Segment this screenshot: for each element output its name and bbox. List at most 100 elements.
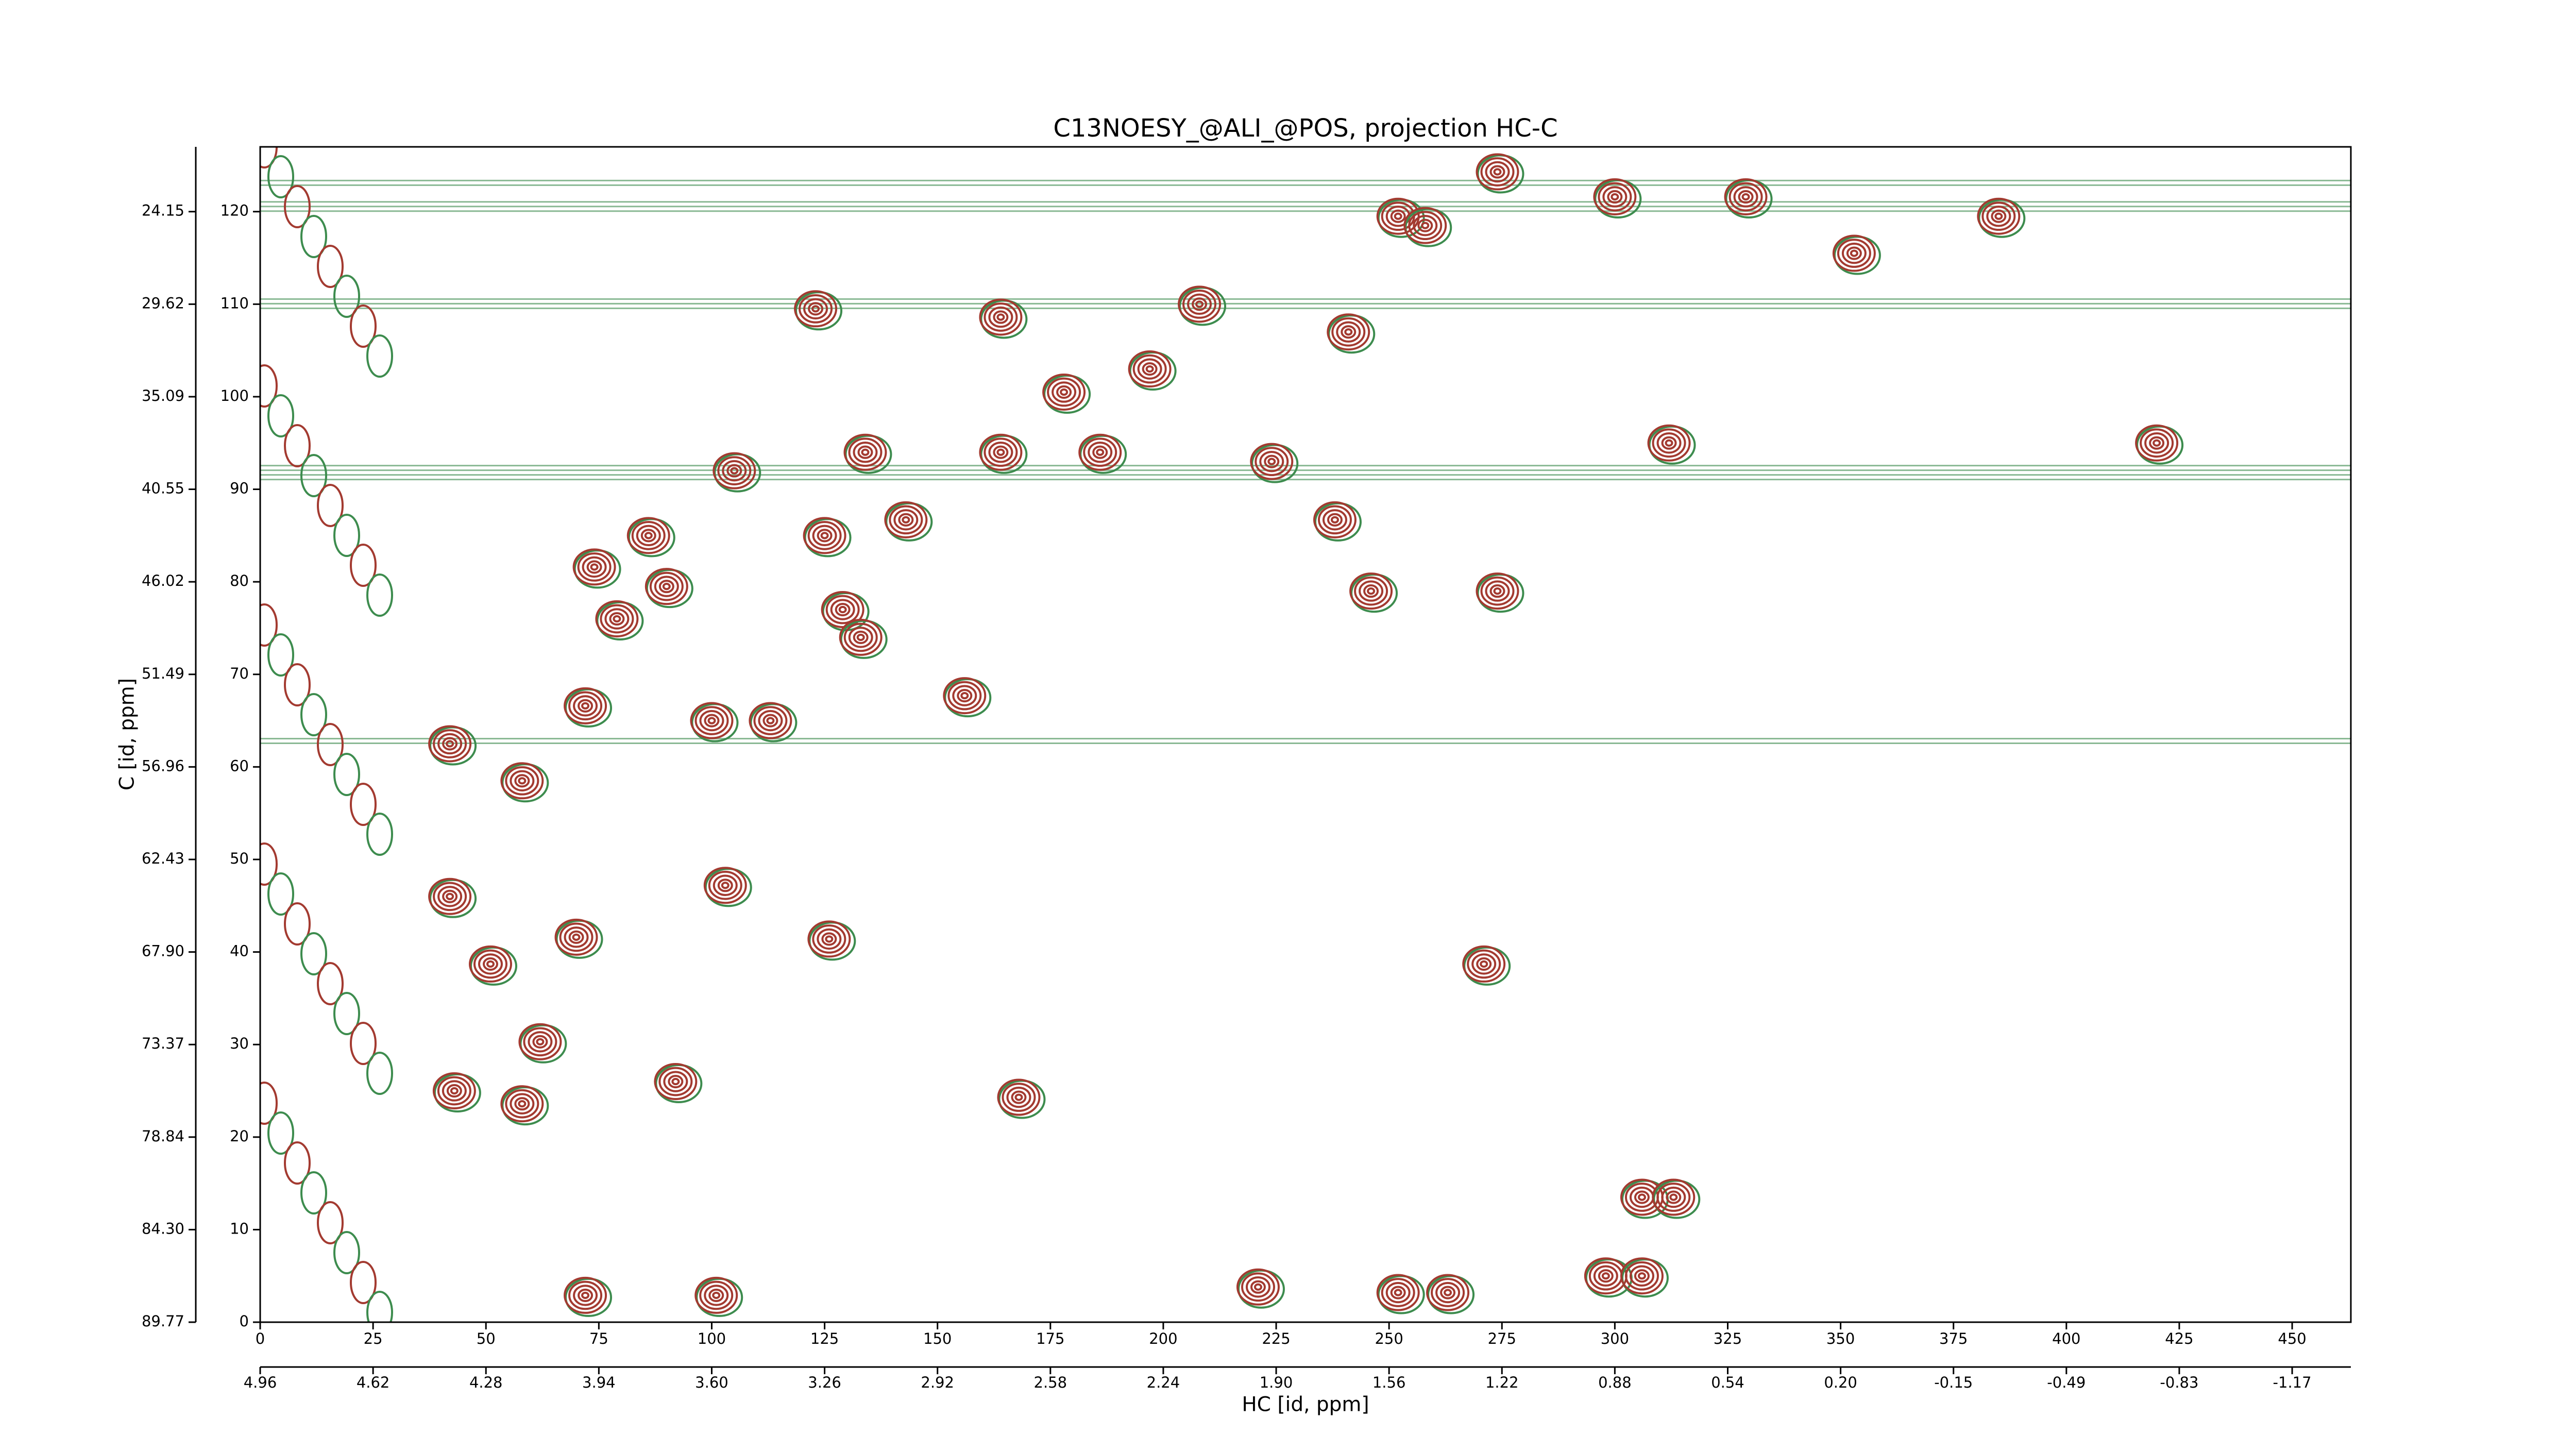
peak-contour [1344,328,1353,336]
peak-contour [573,695,598,717]
peak-contour [1078,433,1122,471]
peak-contour [1381,1278,1415,1307]
peak-contour [662,583,671,590]
peak-contour [482,957,498,971]
edge-noise [300,932,327,975]
peak-contour [1656,1183,1691,1212]
edge-noise [300,1171,327,1214]
x-tick-label: 125 [810,1330,839,1347]
peak-contour [568,691,603,721]
peak-contour [1607,190,1623,204]
peak-contour [505,1089,539,1119]
peak-contour [1327,513,1343,527]
edge-noise [267,394,294,437]
peak-contour [446,740,454,748]
peak-contour [984,302,1018,332]
edge-noise [260,1082,278,1125]
peak-contour [1413,214,1438,237]
peak-contour [1991,209,2007,223]
peak-contour [988,306,1013,328]
peak-contour [1313,501,1357,538]
chart-title: C13NOESY_@ALI_@POS, projection HC-C [1053,114,1557,143]
peak-contour [1656,432,1682,454]
peak-contour [1485,580,1510,602]
peak-contour [1665,439,1673,447]
peak-contour [1394,1289,1402,1296]
peak [1078,433,1127,474]
peak-contour [1002,1083,1036,1112]
edge-noise [284,1141,311,1185]
peak-contour [1620,1257,1664,1295]
peak-contour [821,932,837,946]
y-tick-label: 0 [240,1312,249,1330]
peak-contour [663,1071,688,1092]
peak-contour [636,525,661,547]
peak-contour [442,1080,467,1102]
peak-contour [428,878,472,915]
peak-contour [952,685,977,706]
peak-contour [1476,153,1519,191]
peak-contour [510,770,535,792]
x2-tick-label: -0.15 [1934,1374,1973,1391]
peak-contour [1245,1276,1270,1298]
edge-noise [284,185,311,228]
x2-tick-label: -0.49 [2047,1374,2086,1391]
y2-tick-label: 73.37 [142,1035,184,1052]
y2-tick-label: 89.77 [142,1312,184,1330]
peak-contour [432,1072,476,1109]
peak-contour [853,630,869,644]
peak-contour [1042,373,1086,411]
peak-contour [586,560,602,574]
peak-contour [518,1023,562,1060]
peak [979,433,1028,474]
peak-contour [658,1067,693,1096]
peak-contour [848,437,883,467]
y-axis-label: C [id, ppm] [116,678,139,790]
peak [1584,1257,1633,1298]
peak-contour [1837,239,1871,268]
peak-contour [1637,1193,1646,1201]
peak-contour [518,1100,527,1108]
peak [1236,1268,1285,1309]
peak-contour [2149,436,2165,450]
x2-tick-label: -1.17 [2273,1374,2312,1391]
peak-contour [812,525,837,547]
peak-contour [811,305,820,313]
peak [654,1063,703,1104]
peak [1250,443,1299,483]
peak-contour [807,520,842,550]
edge-noise [333,753,360,796]
peak-contour [1092,445,1108,459]
peak-contour [1047,377,1081,407]
peak-contour [1981,201,2016,231]
x-tick-label: 250 [1375,1330,1403,1347]
peak-contour [645,568,688,605]
peak-contour [843,622,878,652]
peak-contour [1236,1268,1280,1306]
peak [626,517,675,558]
x2-tick-label: 3.94 [582,1374,616,1391]
peak-contour [1669,1193,1678,1201]
x-tick-label: 150 [923,1330,952,1347]
peak-contour [1128,350,1172,388]
peak-contour [578,1288,594,1302]
peak-contour [1601,1272,1610,1280]
peak-contour [1417,218,1433,232]
peak-contour [713,874,738,896]
x-tick-label: 375 [1939,1330,1968,1347]
peak-contour [1471,953,1497,975]
peak-contour [437,886,463,907]
peak-contour [817,928,842,950]
peak-contour [1142,362,1158,376]
x2-tick-label: 2.92 [921,1374,954,1391]
peak [1313,501,1362,542]
peak [468,945,517,986]
peak-contour [572,933,581,941]
peak-contour [609,612,625,626]
peak-contour [1444,1289,1452,1296]
y-tick-label: 90 [230,480,249,497]
peak-contour [1738,190,1754,204]
peak-contour [559,922,594,952]
peak-contour [856,633,865,642]
x-tick-label: 0 [256,1330,265,1347]
